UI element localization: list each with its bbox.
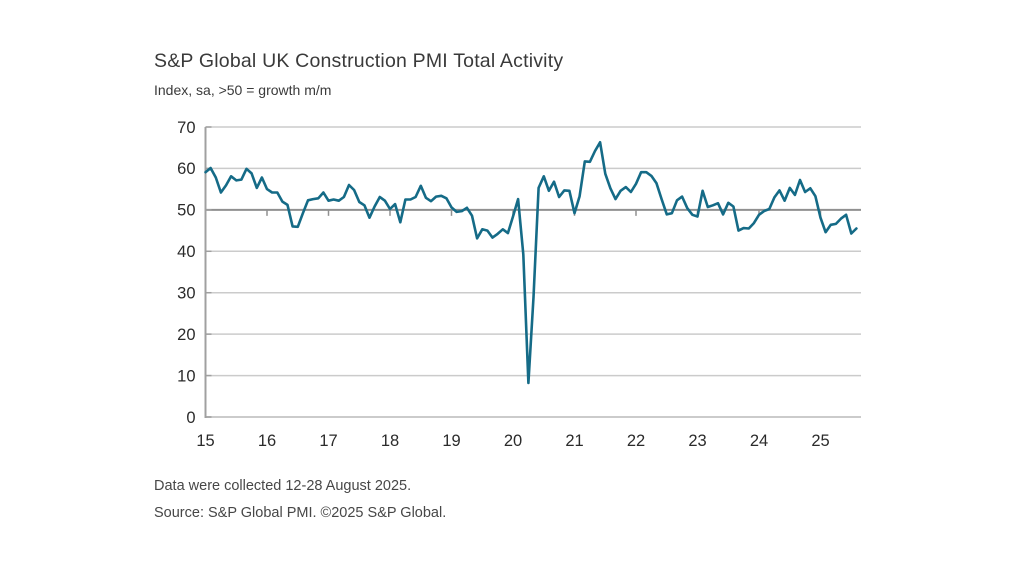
y-tick-label: 40 — [177, 243, 195, 261]
x-tick-label: 17 — [319, 432, 337, 450]
y-tick-label: 0 — [186, 409, 195, 427]
x-tick-label: 21 — [565, 432, 583, 450]
x-tick-label: 23 — [688, 432, 706, 450]
y-tick-label: 20 — [177, 326, 195, 344]
footnote-source: Source: S&P Global PMI. ©2025 S&P Global… — [154, 505, 447, 521]
x-tick-label: 22 — [627, 432, 645, 450]
y-tick-label: 70 — [177, 119, 195, 137]
x-tick-label: 15 — [196, 432, 214, 450]
y-tick-label: 50 — [177, 202, 195, 220]
x-tick-label: 20 — [504, 432, 522, 450]
x-tick-label: 16 — [258, 432, 276, 450]
x-tick-label: 19 — [442, 432, 460, 450]
y-tick-label: 30 — [177, 284, 195, 302]
chart-subtitle: Index, sa, >50 = growth m/m — [154, 82, 332, 98]
x-tick-label: 25 — [811, 432, 829, 450]
footnote-data-collection: Data were collected 12-28 August 2025. — [154, 478, 412, 494]
pmi-data-line — [204, 141, 858, 385]
y-tick-label: 10 — [177, 367, 195, 385]
y-tick-label: 60 — [177, 160, 195, 178]
chart-title: S&P Global UK Construction PMI Total Act… — [154, 50, 564, 72]
x-tick-label: 24 — [750, 432, 768, 450]
x-tick-label: 18 — [381, 432, 399, 450]
